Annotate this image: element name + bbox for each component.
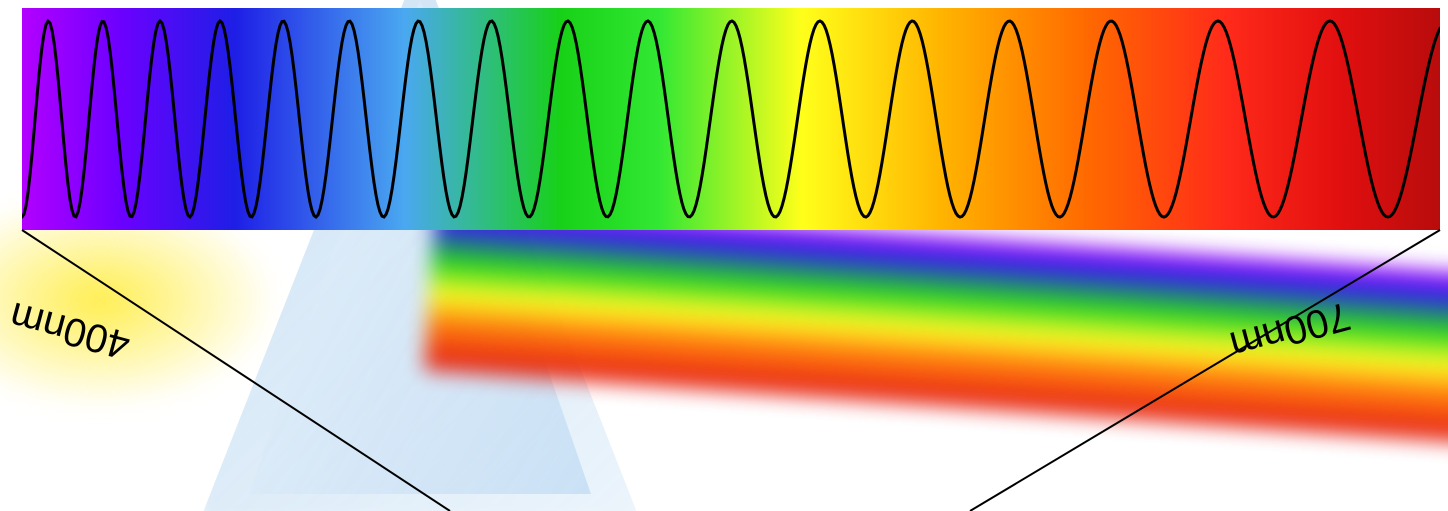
spectrum-diagram: 400nm 700nm <box>0 0 1448 511</box>
spectrum-gradient <box>22 8 1440 230</box>
spectrum-bar <box>22 8 1440 230</box>
wavelength-label-400nm: 400nm <box>5 292 135 367</box>
wavelength-label-700nm: 700nm <box>1225 292 1355 367</box>
